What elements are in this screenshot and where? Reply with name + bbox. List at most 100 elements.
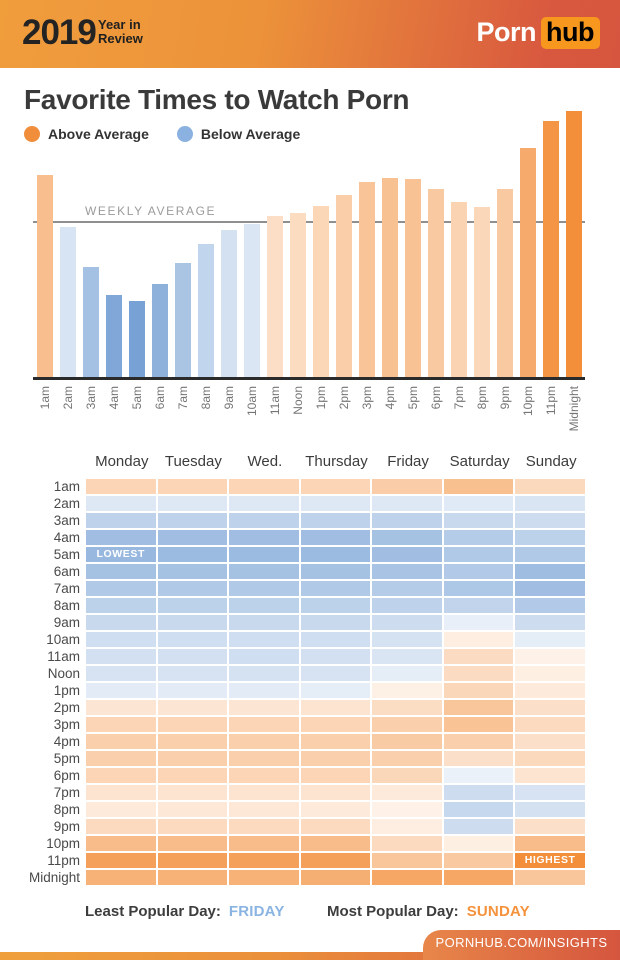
bar-4pm	[382, 177, 398, 377]
bar-5am	[129, 301, 145, 377]
heatmap-cell-thursday-6pm	[300, 768, 371, 783]
heatmap-cell-sunday-7pm	[515, 785, 585, 800]
heatmap-cell-tuesday-9pm	[157, 819, 228, 834]
heatmap-cell-tuesday-8am	[157, 598, 228, 613]
bar-Noon	[290, 213, 306, 377]
day-header-sunday: Sunday	[525, 453, 577, 470]
heatmap-cell-monday-5pm	[86, 751, 156, 766]
hour-label-9pm: 9pm	[53, 819, 80, 834]
bar-1pm	[313, 205, 329, 377]
heatmap-cell-saturday-5pm	[443, 751, 514, 766]
heatmap-cell-tuesday-noon	[157, 666, 228, 681]
heatmap-cell-wed-11pm	[229, 853, 299, 868]
x-axis-label-Noon: Noon	[291, 386, 305, 415]
heatmap-day-headers: Monday Tuesday Wed. Thursday Friday Saturday S…	[86, 453, 587, 470]
heatmap-cell-saturday-8pm	[443, 802, 514, 817]
heatmap-cell-saturday-8am	[443, 598, 514, 613]
heatmap-cell-saturday-5am	[443, 547, 514, 562]
hour-label-9am: 9am	[53, 615, 80, 630]
heatmap-cell-saturday-2am	[443, 496, 514, 511]
insights-url: PORNHUB.COM/INSIGHTS	[435, 935, 608, 950]
heatmap-cell-thursday-10pm	[300, 836, 371, 851]
bar-2pm	[336, 194, 352, 377]
heatmap-cell-monday-noon	[86, 666, 156, 681]
hour-label-6pm: 6pm	[53, 768, 80, 783]
x-axis-label-Midnight: Midnight	[567, 386, 581, 432]
heatmap-cell-friday-4pm	[372, 734, 442, 749]
hour-label-8pm: 8pm	[53, 802, 80, 817]
heatmap-cell-friday-4am	[372, 530, 442, 545]
heatmap-cell-friday-10pm	[372, 836, 442, 851]
day-header-friday: Friday	[387, 453, 429, 470]
heatmap-cell-tuesday-6am	[157, 564, 228, 579]
below-average-swatch-icon	[176, 126, 193, 142]
x-axis-label-5pm: 5pm	[406, 386, 420, 410]
heatmap-cell-friday-11am	[372, 649, 442, 664]
hour-label-10pm: 10pm	[46, 836, 80, 851]
heatmap-cell-monday-11am	[86, 649, 156, 664]
bar-10am	[244, 224, 260, 377]
x-axis-label-6pm: 6pm	[429, 386, 443, 410]
heatmap-cell-sunday-4pm	[515, 734, 585, 749]
heatmap-cell-sunday-9pm	[515, 819, 585, 834]
heatmap-cell-saturday-3am	[443, 513, 514, 528]
heatmap-cell-monday-6pm	[86, 768, 156, 783]
bar-9am	[221, 230, 237, 377]
heatmap-cell-saturday-4am	[443, 530, 514, 545]
hour-label-5pm: 5pm	[53, 751, 80, 766]
hour-label-3am: 3am	[53, 513, 80, 528]
day-header-thursday: Thursday	[305, 453, 368, 470]
hour-label-1am: 1am	[53, 479, 80, 494]
heatmap-cell-monday-midnight	[86, 870, 156, 885]
hour-label-2am: 2am	[53, 496, 80, 511]
hour-label-2pm: 2pm	[53, 700, 80, 715]
x-axis-label-9pm: 9pm	[498, 386, 512, 410]
heatmap-cell-wed-9am	[229, 615, 299, 630]
x-axis-label-11am: 11am	[268, 386, 282, 416]
heatmap-cell-sunday-8pm	[515, 802, 585, 817]
x-axis-label-5am: 5am	[130, 386, 144, 410]
hour-label-1pm: 1pm	[53, 683, 80, 698]
year-label: 2019	[22, 13, 97, 52]
heatmap-cell-friday-6pm	[372, 768, 442, 783]
heatmap-cell-thursday-noon	[300, 666, 371, 681]
heatmap-cell-thursday-2am	[300, 496, 371, 511]
heatmap-cell-saturday-6pm	[443, 768, 514, 783]
heatmap-cell-friday-1pm	[372, 683, 442, 698]
heatmap-cell-monday-5am: LOWEST	[86, 547, 156, 562]
insights-url-tab: PORNHUB.COM/INSIGHTS	[423, 930, 620, 960]
hour-label-3pm: 3pm	[53, 717, 80, 732]
heatmap-cell-sunday-9am	[515, 615, 585, 630]
heatmap-cell-sunday-2am	[515, 496, 585, 511]
heatmap-cell-sunday-10am	[515, 632, 585, 647]
heatmap-cell-monday-8pm	[86, 802, 156, 817]
heatmap-cell-monday-2am	[86, 496, 156, 511]
heatmap-cell-saturday-noon	[443, 666, 514, 681]
heatmap-cell-wed-1am	[229, 479, 299, 494]
heatmap-cell-sunday-8am	[515, 598, 585, 613]
heatmap-cell-friday-3am	[372, 513, 442, 528]
heatmap-cell-monday-3am	[86, 513, 156, 528]
least-popular-day: Least Popular Day: FRIDAY	[85, 903, 285, 920]
heatmap-cell-sunday-3pm	[515, 717, 585, 732]
heatmap-cell-saturday-2pm	[443, 700, 514, 715]
heatmap-cell-sunday-11am	[515, 649, 585, 664]
hour-label-noon: Noon	[47, 666, 80, 681]
x-axis-label-6am: 6am	[153, 386, 167, 410]
heatmap-cell-wed-5pm	[229, 751, 299, 766]
heatmap-cell-tuesday-7am	[157, 581, 228, 596]
heatmap-cell-wed-2am	[229, 496, 299, 511]
heatmap-cell-tuesday-3am	[157, 513, 228, 528]
heatmap-cell-tuesday-11pm	[157, 853, 228, 868]
hour-label-5am: 5am	[53, 547, 80, 562]
heatmap-cell-wed-5am	[229, 547, 299, 562]
heatmap-cell-sunday-1pm	[515, 683, 585, 698]
bar-6am	[152, 284, 168, 377]
heatmap-cell-thursday-3pm	[300, 717, 371, 732]
heatmap-grid: LOWEST HIGHEST	[86, 479, 587, 887]
heatmap-cell-monday-7am	[86, 581, 156, 596]
day-header-tuesday: Tuesday	[164, 453, 222, 470]
heatmap-cell-monday-7pm	[86, 785, 156, 800]
heatmap-cell-friday-midnight	[372, 870, 442, 885]
heatmap-cell-thursday-9pm	[300, 819, 371, 834]
